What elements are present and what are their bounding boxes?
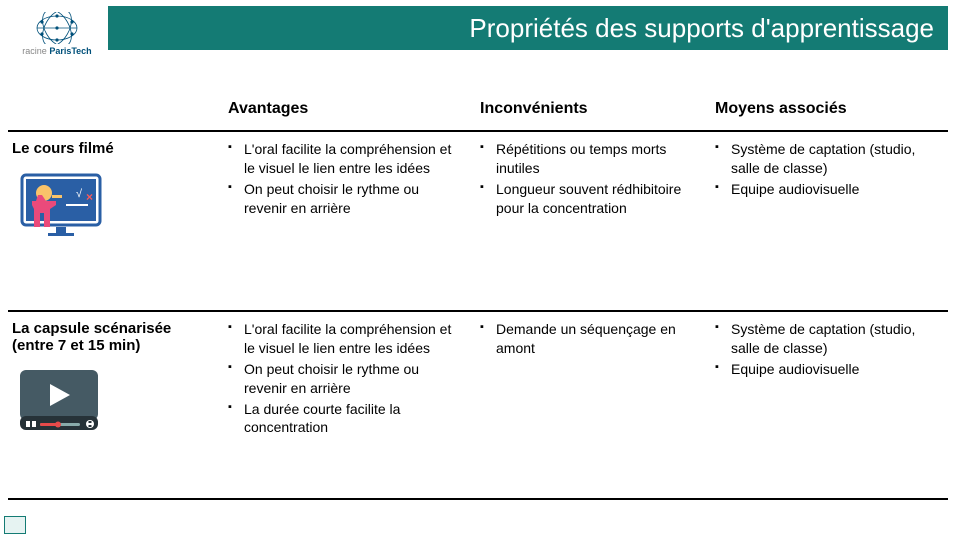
cell-means: Système de captation (studio, salle de c… <box>705 320 960 439</box>
cell-advantages: L'oral facilite la compréhension et le v… <box>210 320 470 439</box>
teacher-board-icon: √ × <box>18 171 210 242</box>
row-label: La capsule scénarisée (entre 7 et 15 min… <box>0 320 210 354</box>
svg-text:√: √ <box>76 188 83 200</box>
rule-header <box>8 130 948 132</box>
page-title: Propriétés des supports d'apprentissage <box>469 13 934 44</box>
row-capsule-scenarisee: La capsule scénarisée (entre 7 et 15 min… <box>0 320 960 439</box>
logo-text: racine ParisTech <box>22 46 91 56</box>
col-drawbacks: Inconvénients <box>480 100 588 117</box>
column-headers: Avantages Inconvénients Moyens associés <box>0 100 960 118</box>
col-means: Moyens associés <box>715 100 847 117</box>
col-advantages: Avantages <box>228 100 308 117</box>
row-cours-filme: Le cours filmé √ × L'oral facilite la co… <box>0 140 960 242</box>
row-label: Le cours filmé <box>0 140 210 157</box>
rule-bottom <box>8 498 948 500</box>
rule-mid <box>8 310 948 312</box>
header-bar: Propriétés des supports d'apprentissage <box>108 6 948 50</box>
cell-means: Système de captation (studio, salle de c… <box>705 140 960 242</box>
footer-page-marker <box>4 516 26 534</box>
logo: racine ParisTech <box>6 4 108 64</box>
cell-drawbacks: Répétitions ou temps morts inutiles Long… <box>470 140 705 242</box>
cell-drawbacks: Demande un séquençage en amont <box>470 320 705 439</box>
network-icon <box>34 12 80 44</box>
svg-text:×: × <box>86 190 93 204</box>
video-player-icon <box>18 368 210 437</box>
cell-advantages: L'oral facilite la compréhension et le v… <box>210 140 470 242</box>
